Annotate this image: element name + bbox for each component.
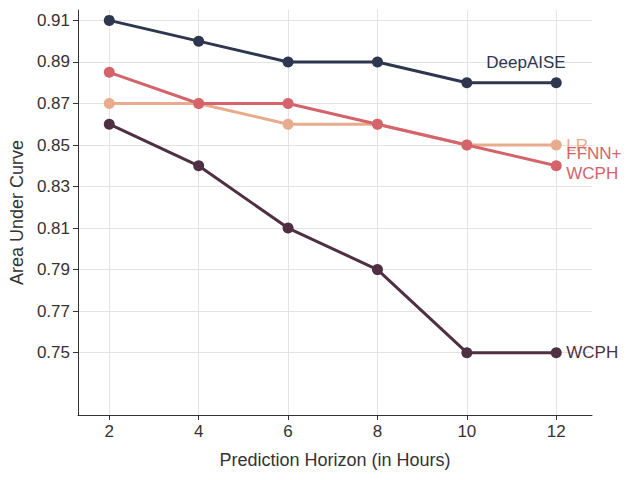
svg-text:0.91: 0.91 [37, 11, 70, 30]
svg-text:0.83: 0.83 [37, 177, 70, 196]
svg-text:0.81: 0.81 [37, 219, 70, 238]
svg-text:Prediction Horizon (in Hours): Prediction Horizon (in Hours) [219, 450, 450, 470]
svg-text:10: 10 [457, 422, 476, 441]
svg-text:12: 12 [547, 422, 566, 441]
svg-text:DeepAISE: DeepAISE [486, 53, 565, 72]
svg-text:WCPH: WCPH [566, 343, 618, 362]
svg-text:0.85: 0.85 [37, 136, 70, 155]
svg-text:0.89: 0.89 [37, 52, 70, 71]
svg-text:FFNN+: FFNN+ [566, 144, 621, 163]
svg-text:2: 2 [105, 422, 114, 441]
svg-text:0.87: 0.87 [37, 94, 70, 113]
svg-text:8: 8 [373, 422, 382, 441]
svg-text:4: 4 [194, 422, 203, 441]
svg-text:Area Under Curve: Area Under Curve [7, 140, 27, 285]
svg-text:6: 6 [283, 422, 292, 441]
svg-text:0.77: 0.77 [37, 302, 70, 321]
svg-text:WCPH: WCPH [566, 164, 618, 183]
svg-text:0.75: 0.75 [37, 343, 70, 362]
svg-text:0.79: 0.79 [37, 260, 70, 279]
